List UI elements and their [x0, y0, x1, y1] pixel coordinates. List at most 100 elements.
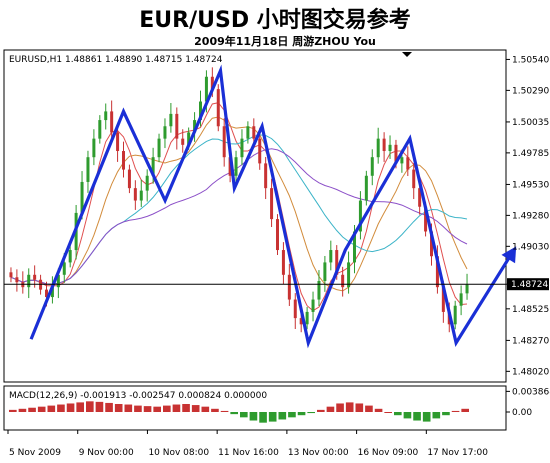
- candle-body: [193, 120, 197, 133]
- macd-bar: [297, 412, 306, 416]
- candle-body: [175, 113, 179, 139]
- macd-bar: [413, 412, 421, 421]
- candle-body: [382, 138, 386, 152]
- macd-axis: 0.003868 0.00: [506, 387, 550, 418]
- price-tick-label: 1.48270: [512, 336, 549, 346]
- price-panel: [3, 49, 507, 383]
- macd-bar: [307, 412, 315, 414]
- candle-body: [293, 299, 297, 319]
- time-tick-label: 10 Nov 08:00: [148, 448, 209, 458]
- price-tick-label: 1.48020: [512, 367, 549, 377]
- macd-bar: [288, 412, 296, 418]
- macd-tick-label: 0.00: [512, 408, 532, 418]
- candle-body: [157, 138, 161, 158]
- moving-average-line: [10, 116, 468, 292]
- candle-body: [33, 274, 37, 280]
- current-price-label: 1.48724: [511, 280, 548, 290]
- macd-bar: [201, 406, 210, 412]
- macd-bar: [95, 401, 104, 412]
- macd-bar: [268, 412, 277, 422]
- candle-body: [335, 250, 339, 275]
- chart-title: EUR/USD 小时图交易参考: [139, 7, 411, 33]
- candle-body: [311, 299, 315, 312]
- macd-bar: [28, 407, 36, 412]
- moving-average-line: [10, 148, 468, 285]
- candle-body: [45, 289, 48, 298]
- macd-panel-label: MACD(12,26,9) -0.001913 -0.002547 0.0008…: [9, 391, 267, 401]
- candle-body: [127, 169, 131, 189]
- macd-bar: [66, 403, 75, 412]
- candle-body: [56, 274, 60, 288]
- candle-body: [276, 219, 279, 251]
- candle-body: [92, 138, 96, 158]
- candle-body: [27, 274, 31, 288]
- candle-body: [86, 157, 90, 182]
- macd-bar: [336, 403, 344, 412]
- macd-bar: [278, 412, 287, 420]
- macd-bar: [326, 406, 335, 412]
- time-tick-label: 13 Nov 00:00: [288, 448, 349, 458]
- macd-bar: [134, 405, 142, 412]
- macd-bar: [57, 404, 65, 412]
- price-tick-label: 1.50035: [512, 118, 549, 128]
- candle-body: [222, 126, 226, 158]
- candle-body: [216, 89, 220, 127]
- candle-body: [323, 262, 327, 281]
- candle-body: [424, 206, 428, 232]
- candle-body: [435, 256, 439, 288]
- macd-bar: [76, 402, 84, 412]
- candle-body: [252, 126, 256, 139]
- candle-body: [376, 138, 380, 158]
- macd-bar: [442, 412, 450, 416]
- macd-bar: [143, 406, 152, 412]
- candle-body: [412, 169, 416, 189]
- price-tick-label: 1.49280: [512, 211, 549, 221]
- candlesticks: [9, 67, 469, 333]
- moving-average-lines: [10, 102, 468, 312]
- candle-body: [358, 200, 362, 232]
- macd-bar: [394, 412, 402, 416]
- macd-bar: [105, 402, 113, 412]
- macd-bar: [18, 408, 27, 412]
- candle-body: [281, 250, 285, 275]
- candle-body: [110, 111, 114, 133]
- price-tick-label: 1.48525: [512, 305, 549, 315]
- zigzag-arrow-head: [501, 246, 517, 264]
- candle-body: [287, 274, 291, 300]
- macd-bar: [47, 405, 56, 412]
- macd-bar: [220, 410, 229, 412]
- time-tick-label: 9 Nov 00:00: [79, 448, 134, 458]
- candle-body: [317, 280, 321, 300]
- macd-bar: [374, 408, 383, 412]
- zigzag-wave: [29, 64, 517, 349]
- candle-body: [9, 272, 13, 278]
- candle-body: [80, 181, 84, 213]
- macd-bar: [403, 412, 412, 419]
- candle-body: [441, 287, 445, 312]
- candle-body: [210, 76, 214, 90]
- chart-subtitle: 2009年11月18日 周游ZHOU You: [194, 34, 376, 48]
- candle-body: [400, 157, 404, 164]
- candle-body: [199, 101, 202, 121]
- shift-marker-icon: [402, 52, 412, 57]
- macd-bar: [240, 412, 248, 418]
- candle-body: [465, 284, 469, 294]
- macd-bar: [384, 412, 392, 413]
- candle-body: [388, 144, 392, 152]
- price-tick-label: 1.49530: [512, 180, 549, 190]
- candle-body: [204, 76, 208, 102]
- candle-body: [116, 132, 120, 152]
- current-price-badge: [507, 278, 549, 291]
- candle-body: [364, 175, 368, 201]
- candle-body: [370, 157, 374, 176]
- price-tick-label: 1.50290: [512, 86, 549, 96]
- price-tick-label: 1.49030: [512, 242, 549, 252]
- macd-bar: [191, 405, 200, 412]
- macd-bar: [259, 412, 267, 423]
- candle-body: [394, 144, 398, 164]
- time-axis: 5 Nov 2009 9 Nov 00:00 10 Nov 08:00 11 Nov …: [7, 430, 488, 458]
- time-tick-label: 11 Nov 16:00: [218, 448, 279, 458]
- macd-histogram: [9, 401, 469, 423]
- macd-bar: [461, 408, 469, 412]
- candle-body: [122, 151, 125, 170]
